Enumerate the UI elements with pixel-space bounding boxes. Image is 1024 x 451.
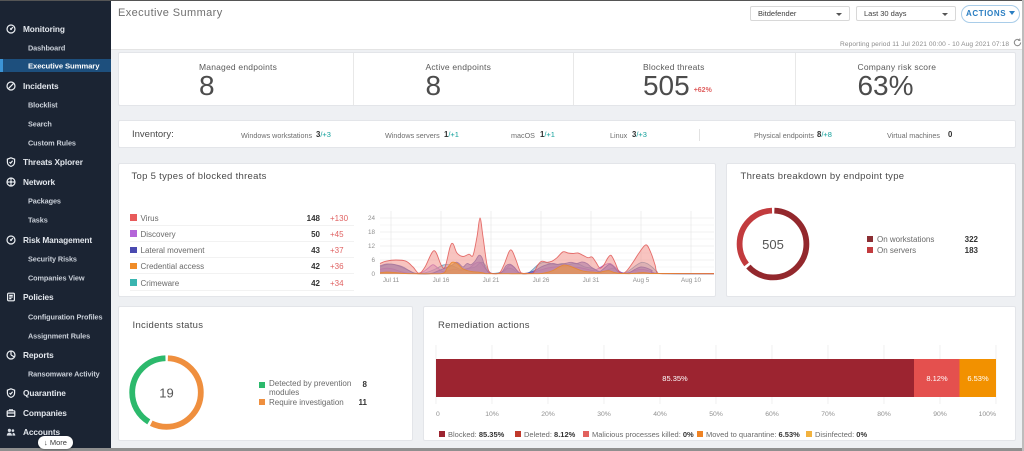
svg-text:30%: 30% — [597, 411, 611, 418]
svg-text:40%: 40% — [653, 411, 667, 418]
svg-text:0: 0 — [371, 271, 375, 278]
svg-text:100%: 100% — [979, 411, 996, 418]
svg-text:6: 6 — [371, 257, 375, 264]
svg-text:12: 12 — [368, 243, 376, 250]
svg-text:Jul 16: Jul 16 — [433, 277, 450, 284]
svg-text:6.53%: 6.53% — [967, 374, 989, 383]
svg-text:Jul 11: Jul 11 — [383, 277, 400, 284]
svg-text:80%: 80% — [877, 411, 891, 418]
svg-text:8.12%: 8.12% — [926, 374, 948, 383]
svg-text:85.35%: 85.35% — [662, 374, 688, 383]
svg-text:Jul 21: Jul 21 — [483, 277, 500, 284]
svg-text:Jul 31: Jul 31 — [583, 277, 600, 284]
svg-text:19: 19 — [159, 386, 173, 401]
svg-text:60%: 60% — [765, 411, 779, 418]
svg-text:10%: 10% — [485, 411, 499, 418]
svg-text:Aug 5: Aug 5 — [633, 277, 650, 284]
svg-text:50%: 50% — [709, 411, 723, 418]
svg-text:20%: 20% — [541, 411, 555, 418]
svg-text:70%: 70% — [821, 411, 835, 418]
svg-text:505: 505 — [762, 237, 784, 252]
svg-text:0: 0 — [436, 411, 440, 418]
svg-text:Jul 26: Jul 26 — [533, 277, 550, 284]
svg-text:Aug 10: Aug 10 — [681, 277, 701, 284]
svg-text:24: 24 — [368, 215, 376, 222]
svg-text:18: 18 — [368, 229, 376, 236]
svg-text:90%: 90% — [933, 411, 947, 418]
